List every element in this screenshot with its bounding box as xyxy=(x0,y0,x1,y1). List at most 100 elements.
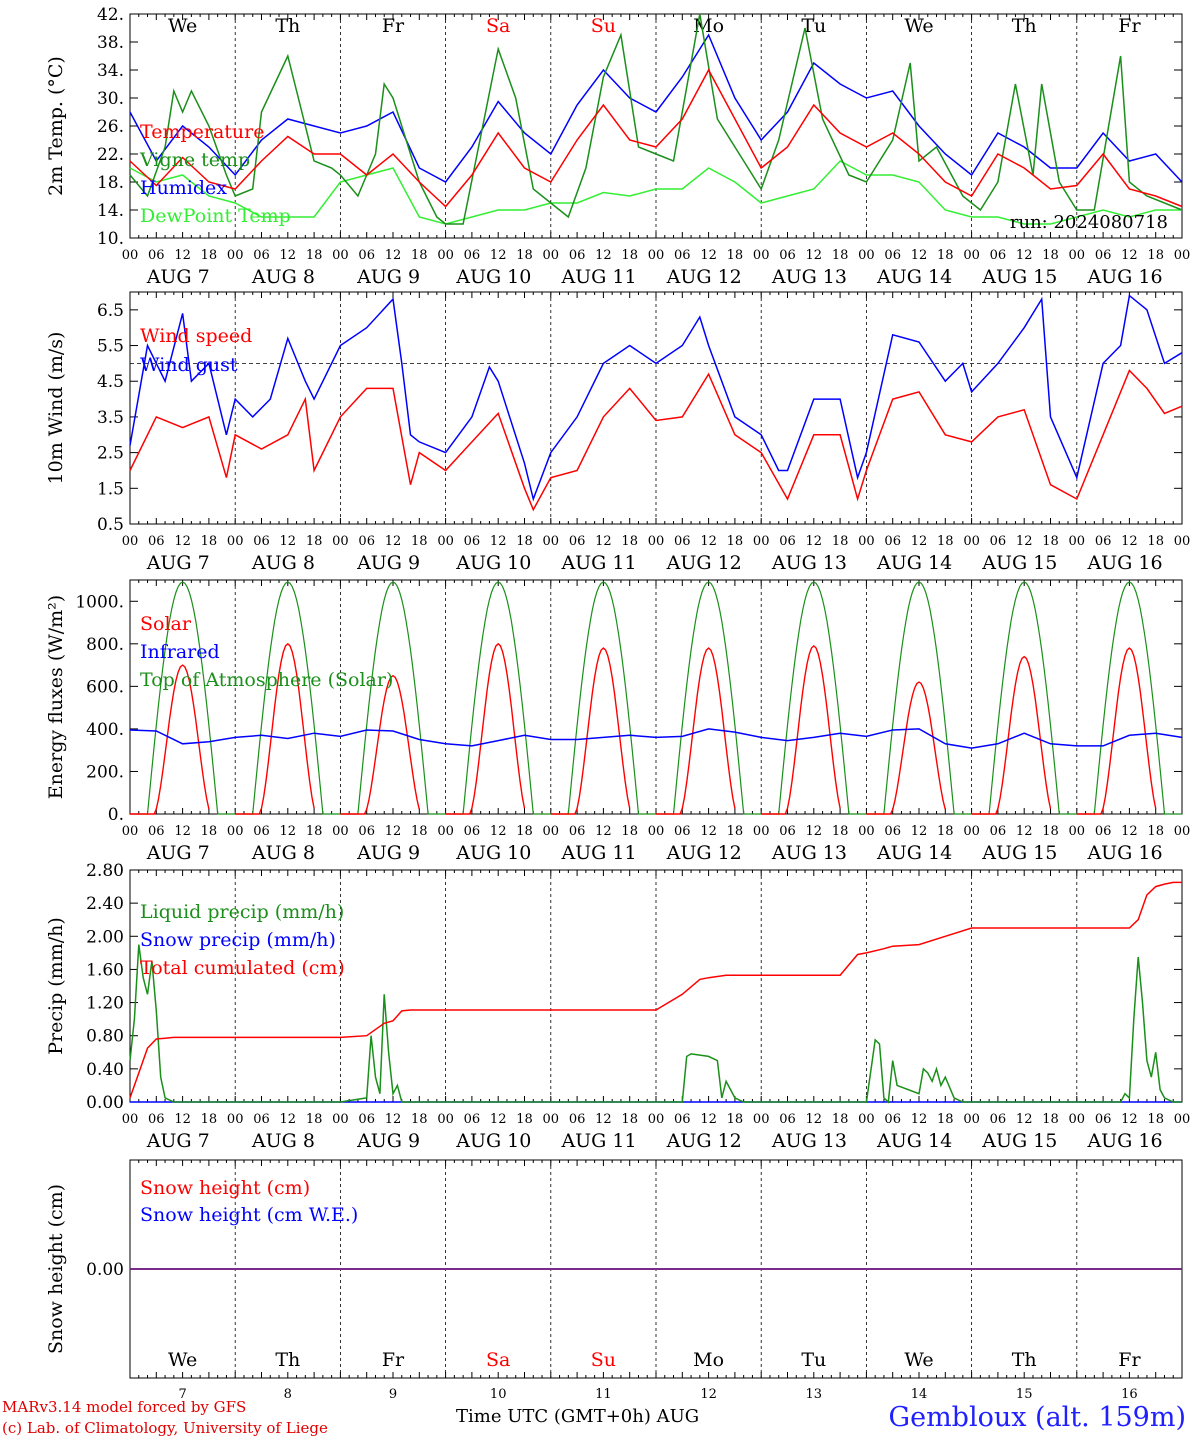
series-line xyxy=(129,13,1183,225)
y-tick-label: 26. xyxy=(97,117,124,137)
y-tick-label: 2.80 xyxy=(86,861,124,881)
x-hour-label: 00 xyxy=(963,1112,980,1127)
toa-solar-curve xyxy=(235,581,341,815)
x-day-label: AUG 7 xyxy=(146,1130,210,1152)
y-tick-label: 2.40 xyxy=(86,894,124,914)
x-day-label: AUG 14 xyxy=(876,842,952,864)
x-hour-label: 18 xyxy=(306,248,323,263)
series-line xyxy=(129,294,1183,502)
weekday-label-bottom: We xyxy=(168,1349,197,1371)
weekday-label-bottom: We xyxy=(904,1349,933,1371)
weekday-label: Sa xyxy=(486,15,510,37)
x-hour-label: 12 xyxy=(595,824,612,839)
x-hour-label: 00 xyxy=(543,248,560,263)
x-hour-label: 06 xyxy=(148,248,165,263)
x-hour-label: 18 xyxy=(1147,248,1164,263)
x-hour-label: 06 xyxy=(1095,248,1112,263)
x-hour-label: 18 xyxy=(201,248,218,263)
x-hour-label: 06 xyxy=(253,1112,270,1127)
weekday-label: Th xyxy=(275,15,300,37)
x-day-label: AUG 16 xyxy=(1086,266,1162,288)
weekday-label: Tu xyxy=(801,15,826,37)
x-day-label: AUG 10 xyxy=(455,552,531,574)
legend-entry-2: Wind gust xyxy=(140,354,238,376)
x-hour-label: 06 xyxy=(358,248,375,263)
x-hour-label: 12 xyxy=(280,248,297,263)
weekday-label: Fr xyxy=(382,15,405,37)
x-hour-label: 18 xyxy=(937,1112,954,1127)
x-day-label: AUG 14 xyxy=(876,1130,952,1152)
x-hour-label: 12 xyxy=(490,248,507,263)
legend-entry-5: Snow height (cm) xyxy=(140,1177,310,1199)
x-hour-label: 12 xyxy=(911,1112,928,1127)
toa-solar-curve xyxy=(761,581,867,815)
x-hour-label: 06 xyxy=(674,248,691,263)
x-day-label: AUG 12 xyxy=(666,1130,742,1152)
x-hour-label: 18 xyxy=(621,1112,638,1127)
x-hour-label: 18 xyxy=(621,248,638,263)
x-hour-label: 00 xyxy=(648,824,665,839)
y-tick-label: 14. xyxy=(97,201,124,221)
x-hour-label: 12 xyxy=(806,534,823,549)
x-hour-label: 18 xyxy=(1147,824,1164,839)
x-day-label: AUG 12 xyxy=(666,842,742,864)
x-day-label: AUG 9 xyxy=(356,552,420,574)
x-day-label: AUG 7 xyxy=(146,266,210,288)
x-day-label: AUG 16 xyxy=(1086,1130,1162,1152)
x-hour-label: 18 xyxy=(306,534,323,549)
legend-entry-1: DewPoint Temp xyxy=(140,205,291,227)
weekday-label: We xyxy=(168,15,197,37)
y-tick-label: 1.5 xyxy=(97,479,124,499)
cumulated-precip-line xyxy=(129,881,1182,1099)
legend-entry-1: Vigne temp xyxy=(139,149,250,171)
x-hour-label: 12 xyxy=(595,248,612,263)
x-hour-label: 12 xyxy=(911,248,928,263)
y-tick-label: 1.60 xyxy=(86,960,124,980)
x-hour-label: 18 xyxy=(306,1112,323,1127)
x-hour-label: 12 xyxy=(1121,824,1138,839)
x-hour-label: 18 xyxy=(937,248,954,263)
y-tick-label: 2.00 xyxy=(86,927,124,947)
x-hour-label: 06 xyxy=(884,248,901,263)
weekday-label-bottom: Tu xyxy=(801,1349,826,1371)
x-hour-label: 00 xyxy=(1174,1112,1191,1127)
legend-entry-3: Solar xyxy=(140,613,192,635)
x-hour-label: 06 xyxy=(358,534,375,549)
x-hour-label: 12 xyxy=(700,1112,717,1127)
x-hour-label: 12 xyxy=(700,534,717,549)
x-hour-label: 00 xyxy=(437,534,454,549)
weekday-label-bottom: Th xyxy=(275,1349,300,1371)
x-day-label: AUG 9 xyxy=(356,1130,420,1152)
x-hour-label: 06 xyxy=(1095,824,1112,839)
bottom-day-number: 11 xyxy=(595,1387,612,1400)
x-hour-label: 00 xyxy=(1174,824,1191,839)
x-hour-label: 18 xyxy=(832,534,849,549)
weekday-label-bottom: Fr xyxy=(1118,1349,1141,1371)
x-hour-label: 06 xyxy=(884,534,901,549)
x-hour-label: 12 xyxy=(1121,248,1138,263)
legend-entry-5: Snow height (cm W.E.) xyxy=(140,1204,358,1226)
x-hour-label: 06 xyxy=(1095,1112,1112,1127)
x-day-label: AUG 9 xyxy=(356,266,420,288)
y-tick-label: 0.40 xyxy=(86,1060,124,1080)
x-hour-label: 18 xyxy=(516,1112,533,1127)
y-tick-label: 600. xyxy=(86,677,124,697)
y-tick-label: 0. xyxy=(108,805,124,825)
x-hour-label: 06 xyxy=(779,248,796,263)
x-day-label: AUG 11 xyxy=(560,842,636,864)
x-hour-label: 06 xyxy=(990,824,1007,839)
x-hour-label: 00 xyxy=(227,824,244,839)
x-day-label: AUG 15 xyxy=(981,266,1057,288)
solar-curve xyxy=(340,674,420,815)
model-credit: MARv3.14 model forced by GFS xyxy=(2,1398,247,1416)
x-hour-label: 00 xyxy=(648,248,665,263)
x-day-label: AUG 13 xyxy=(771,552,847,574)
legend-entry-1: Humidex xyxy=(140,177,227,199)
y-axis-label-3: Energy fluxes (W/m²) xyxy=(45,595,67,799)
y-tick-label: 2.5 xyxy=(97,444,124,464)
x-hour-label: 18 xyxy=(411,248,428,263)
x-hour-label: 00 xyxy=(648,1112,665,1127)
x-hour-label: 06 xyxy=(464,248,481,263)
legend-entry-4: Total cumulated (cm) xyxy=(140,957,345,979)
x-hour-label: 12 xyxy=(174,534,191,549)
